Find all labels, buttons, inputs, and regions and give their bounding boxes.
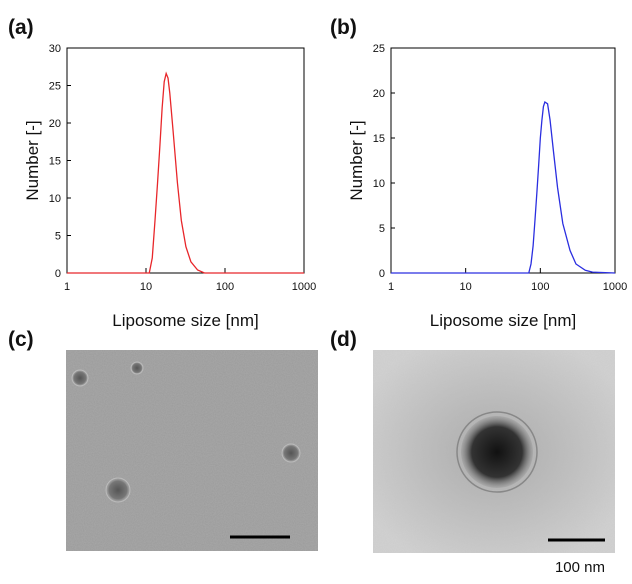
x-axis-label: Liposome size [nm] (112, 311, 258, 330)
x-tick-label: 10 (460, 281, 472, 293)
y-tick-label: 20 (373, 88, 385, 100)
y-tick-label: 0 (379, 268, 385, 280)
y-tick-label: 10 (49, 193, 61, 205)
y-axis-label: Number [-] (23, 120, 42, 200)
scale-bar-label: 100 nm (555, 559, 605, 576)
panel-label: (d) (330, 328, 357, 351)
y-tick-label: 15 (373, 133, 385, 145)
y-tick-label: 25 (373, 43, 385, 55)
x-tick-label: 1 (64, 281, 70, 293)
y-axis-label: Number [-] (347, 120, 366, 200)
x-tick-label: 100 (531, 281, 549, 293)
y-tick-label: 5 (55, 231, 61, 243)
panel-label: (b) (330, 16, 357, 39)
y-tick-label: 5 (379, 223, 385, 235)
micrograph-c (66, 350, 318, 551)
line-series (391, 100, 616, 274)
y-tick-label: 15 (49, 156, 61, 168)
x-tick-label: 10 (140, 281, 152, 293)
x-tick-label: 100 (216, 281, 234, 293)
panel-label: (a) (8, 16, 34, 39)
line-series (67, 71, 304, 274)
panel-label: (c) (8, 328, 34, 351)
plot-frame (390, 47, 616, 274)
x-tick-label: 1000 (292, 281, 316, 293)
x-axis-label: Liposome size [nm] (430, 311, 576, 330)
y-tick-label: 0 (55, 268, 61, 280)
x-tick-label: 1 (388, 281, 394, 293)
y-tick-label: 20 (49, 118, 61, 130)
y-tick-label: 25 (49, 81, 61, 93)
y-tick-label: 10 (373, 178, 385, 190)
plot-frame (66, 47, 305, 274)
micrograph-d (373, 350, 615, 553)
y-tick-label: 30 (49, 43, 61, 55)
x-tick-label: 1000 (603, 281, 627, 293)
